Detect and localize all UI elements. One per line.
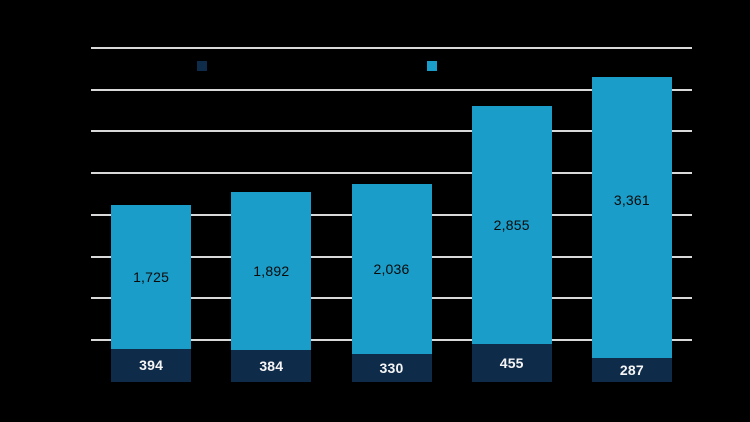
bar-value-label: 455 <box>499 354 524 371</box>
bar-segment-dark-bottom: 287 <box>591 357 672 382</box>
bar-value-label: 287 <box>619 361 644 378</box>
bar-value-label: 330 <box>379 359 404 376</box>
bar-value-label: 2,036 <box>373 261 410 278</box>
bar-segment-dark-bottom: 394 <box>111 348 192 382</box>
bar-segment-light-top: 3,361 <box>591 77 672 358</box>
bar-value-label: 394 <box>139 357 164 374</box>
bar-value-label: 2,855 <box>493 216 530 233</box>
bar-segment-dark-bottom: 330 <box>351 354 432 382</box>
bar-segment-light-top: 2,855 <box>471 105 552 344</box>
bar-segment-dark-bottom: 455 <box>471 343 552 382</box>
bar-segment-light-top: 2,036 <box>351 184 432 355</box>
bar-segment-light-top: 1,892 <box>231 191 312 350</box>
gridline <box>91 47 692 49</box>
bar-value-label: 3,361 <box>613 191 650 208</box>
bar-value-label: 1,892 <box>253 262 290 279</box>
bar-value-label: 384 <box>259 357 284 374</box>
bar-segment-dark-bottom: 384 <box>231 349 312 382</box>
gridline <box>91 130 692 133</box>
bar-value-label: 1,725 <box>133 268 170 285</box>
bar-segment-light-top: 1,725 <box>111 204 192 349</box>
gridline <box>91 88 692 91</box>
gridline <box>91 172 692 175</box>
